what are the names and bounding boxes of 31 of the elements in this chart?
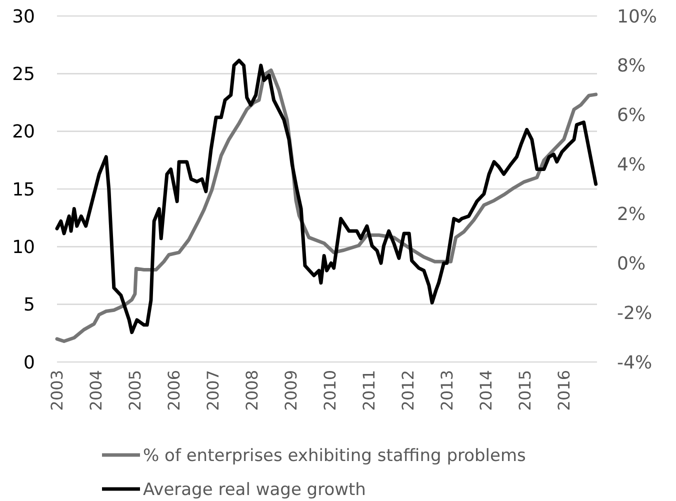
- x-tick-label: 2005: [126, 370, 145, 411]
- x-tick-label: 2014: [476, 370, 496, 411]
- x-tick-label: 2006: [164, 370, 184, 411]
- y-tick-label: 30: [12, 6, 35, 28]
- y2-tick-label: 8%: [617, 56, 646, 77]
- y2-tick-label: 4%: [617, 154, 646, 176]
- y-tick-label: 0: [24, 352, 35, 374]
- y-tick-label: 10: [12, 236, 35, 258]
- x-tick-label: 2004: [86, 370, 106, 411]
- x-tick-label: 2015: [515, 370, 534, 411]
- y2-tick-label: 2%: [617, 204, 646, 226]
- y-tick-label: 25: [12, 64, 35, 85]
- x-tick-label: 2007: [204, 370, 223, 411]
- y2-tick-label: -4%: [617, 352, 652, 374]
- y-tick-label: 5: [24, 294, 35, 316]
- legend-label: % of enterprises exhibiting staffing problems: [143, 446, 526, 466]
- y2-tick-label: -2%: [617, 302, 652, 324]
- y2-tick-label: 0%: [617, 253, 646, 274]
- y-tick-label: 20: [12, 122, 35, 143]
- x-tick-label: 2003: [48, 370, 67, 411]
- x-tick-label: 2016: [554, 370, 574, 411]
- x-tick-label: 2011: [360, 370, 379, 411]
- y2-tick-label: 10%: [617, 6, 658, 28]
- x-tick-label: 2008: [242, 370, 262, 411]
- x-tick-label: 2013: [437, 370, 456, 411]
- y2-tick-label: 6%: [617, 105, 646, 126]
- x-tick-label: 2012: [398, 370, 418, 411]
- legend-label: Average real wage growth: [143, 480, 366, 500]
- y-tick-label: 15: [12, 179, 35, 200]
- x-tick-label: 2009: [282, 370, 301, 411]
- x-tick-label: 2010: [320, 370, 340, 411]
